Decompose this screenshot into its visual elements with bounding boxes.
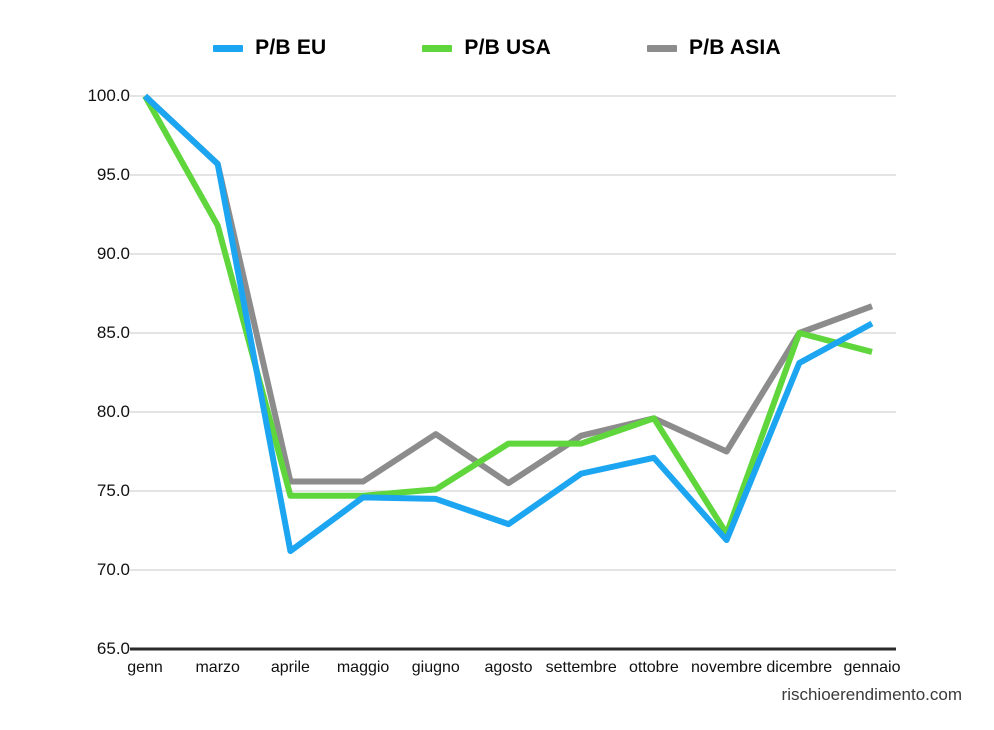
- x-axis-tick-label: maggio: [336, 659, 390, 676]
- line-swatch-icon: [646, 44, 677, 52]
- line-swatch-icon: [422, 44, 453, 52]
- series-line-p-b-asia: [142, 93, 874, 487]
- x-axis-tick-label: novembre: [691, 659, 763, 676]
- y-axis-tick-label: 100.0: [87, 86, 130, 105]
- legend-item-pb-asia[interactable]: P/B ASIA: [646, 36, 781, 60]
- legend-label-pb-usa: P/B USA: [464, 36, 551, 59]
- x-axis-tick-label: dicembre: [766, 659, 833, 676]
- watermark-text: rischioerendimento.com: [781, 685, 962, 704]
- y-axis-tick-label: 90.0: [96, 244, 130, 263]
- chart-legend: P/B EU P/B USA P/B ASIA: [0, 30, 994, 66]
- x-axis-tick-label: giugno: [411, 659, 460, 676]
- y-axis-tick-label: 85.0: [96, 323, 130, 342]
- legend-label-pb-asia: P/B ASIA: [688, 36, 781, 59]
- y-axis-tick-label: 65.0: [96, 639, 130, 658]
- series-line-p-b-eu: [142, 93, 874, 555]
- x-axis-tick-label: genn: [127, 659, 163, 676]
- y-axis-tick-label: 95.0: [96, 165, 130, 184]
- x-axis-tick-label: marzo: [195, 659, 240, 676]
- series-lines: [142, 93, 874, 555]
- y-axis-tick-label: 70.0: [96, 560, 130, 579]
- x-axis-tick-label: aprile: [270, 659, 310, 676]
- x-axis-tick-label: agosto: [484, 659, 533, 676]
- legend-item-pb-usa[interactable]: P/B USA: [422, 36, 551, 60]
- legend-item-pb-eu[interactable]: P/B EU: [213, 36, 326, 60]
- line-swatch-icon: [213, 44, 244, 52]
- y-axis-tick-label: 75.0: [96, 481, 130, 500]
- y-axis-tick-label: 80.0: [96, 402, 130, 421]
- series-line-p-b-usa: [142, 94, 873, 537]
- y-axis-labels: 100.0 95.0 90.0 85.0 80.0 75.0 70.0 65.0: [52, 0, 130, 730]
- x-axis-tick-label: gennaio: [843, 659, 901, 676]
- x-axis-tick-label: ottobre: [628, 659, 679, 676]
- x-axis-tick-label: settembre: [545, 659, 617, 676]
- legend-label-pb-eu: P/B EU: [255, 36, 327, 59]
